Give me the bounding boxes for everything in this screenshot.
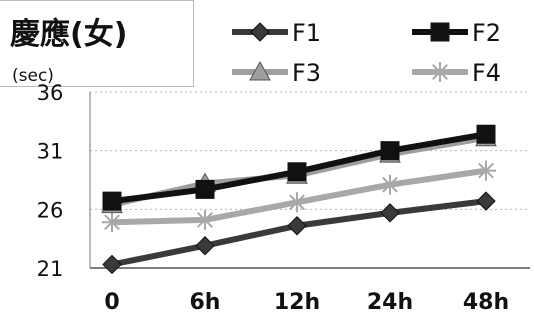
data-point bbox=[287, 192, 307, 213]
legend-label: F1 bbox=[292, 19, 321, 47]
y-tick-label: 26 bbox=[37, 198, 64, 222]
data-point bbox=[380, 141, 400, 161]
title-box bbox=[0, 0, 194, 87]
gridlines bbox=[90, 91, 530, 269]
y-axis-label: (sec) bbox=[12, 66, 54, 86]
series-layer bbox=[101, 124, 497, 275]
legend-item-f3: F3 bbox=[232, 59, 321, 87]
data-point bbox=[476, 160, 496, 181]
x-tick-label: 6h bbox=[190, 290, 221, 315]
marker-stroke bbox=[432, 64, 448, 80]
data-point bbox=[102, 212, 122, 233]
series-f1 bbox=[102, 191, 496, 275]
data-point bbox=[476, 124, 496, 144]
data-point bbox=[476, 191, 496, 211]
marker-stroke bbox=[382, 176, 398, 193]
axes bbox=[89, 92, 530, 269]
x-tick-label: 0 bbox=[104, 290, 119, 315]
legend-marker bbox=[249, 60, 271, 81]
x-tick-label: 12h bbox=[274, 290, 320, 315]
data-point bbox=[195, 179, 215, 199]
data-point bbox=[380, 203, 400, 223]
data-point bbox=[102, 254, 122, 275]
legend-item-f1: F1 bbox=[232, 19, 321, 47]
data-point bbox=[102, 191, 122, 211]
y-tick-label: 36 bbox=[37, 81, 64, 105]
marker-stroke bbox=[289, 194, 305, 211]
legend-marker bbox=[250, 22, 270, 42]
data-point bbox=[380, 174, 400, 195]
x-tick-labels: 0 6h 12h 24h 48h bbox=[104, 290, 509, 315]
legend-marker bbox=[430, 62, 450, 82]
data-point bbox=[195, 209, 215, 230]
x-tick-label: 24h bbox=[367, 290, 413, 315]
x-tick-label: 48h bbox=[463, 290, 509, 315]
y-tick-label: 21 bbox=[37, 257, 64, 281]
legend-label: F2 bbox=[472, 19, 501, 47]
legend-label: F3 bbox=[292, 59, 321, 87]
chart-title: 慶應(女) bbox=[10, 17, 127, 52]
legend: F1 F2 F3 F4 bbox=[232, 19, 501, 87]
data-point bbox=[287, 162, 307, 182]
y-tick-labels: 21 26 31 36 bbox=[37, 81, 64, 281]
legend-marker bbox=[430, 22, 450, 42]
legend-item-f4: F4 bbox=[412, 59, 501, 87]
series-f4 bbox=[102, 160, 496, 233]
legend-item-f2: F2 bbox=[412, 19, 501, 47]
marker-stroke bbox=[197, 211, 213, 228]
series-f2 bbox=[102, 124, 496, 211]
data-point bbox=[195, 235, 215, 256]
data-point bbox=[287, 216, 307, 236]
marker-stroke bbox=[478, 162, 494, 179]
y-tick-label: 31 bbox=[37, 140, 64, 164]
legend-label: F4 bbox=[472, 59, 501, 87]
marker-stroke bbox=[104, 214, 120, 231]
